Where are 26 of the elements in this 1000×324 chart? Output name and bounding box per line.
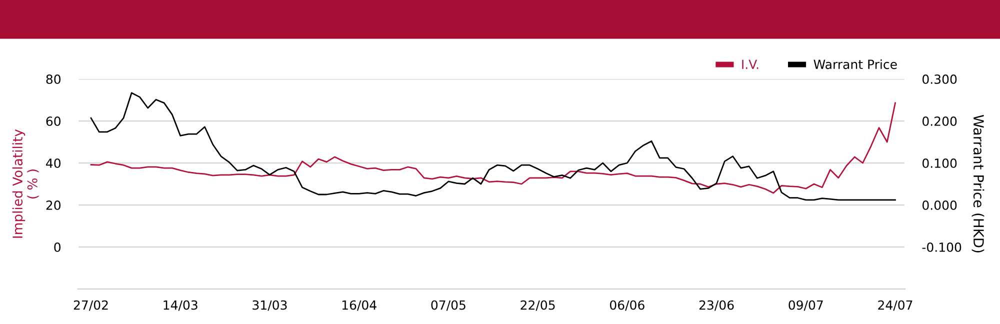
y2-tick-label: -0.100 — [922, 242, 962, 252]
y-tick-label: 40 — [46, 158, 61, 168]
y-tick-label: 80 — [46, 74, 61, 84]
y-tick-label: 60 — [46, 116, 61, 126]
legend-label: I.V. — [742, 60, 758, 69]
line-series — [90, 102, 896, 194]
y-axis-title: Implied Volatility ( % ) — [12, 129, 39, 238]
x-tick-label: 16/04 — [342, 300, 376, 311]
x-tick-label: 14/03 — [164, 300, 198, 311]
x-tick-label: 06/06 — [610, 300, 644, 311]
legend-label: Warrant Price — [814, 59, 897, 70]
y2-tick-label: 0.100 — [922, 158, 957, 168]
x-tick-label: 23/06 — [699, 300, 734, 311]
y-tick-label: 0 — [54, 242, 61, 252]
y2-tick-label: 0.300 — [922, 74, 957, 84]
y2-tick-label: 0.000 — [922, 200, 957, 210]
y2-axis-title: Warrant Price (HKD) — [972, 114, 984, 252]
x-tick-label: 31/03 — [252, 300, 287, 311]
y-tick-label: 20 — [46, 200, 61, 210]
x-tick-label: 24/07 — [878, 300, 912, 311]
x-tick-label: 09/07 — [788, 300, 823, 311]
x-tick-label: 07/05 — [431, 300, 466, 311]
x-tick-label: 22/05 — [520, 300, 555, 311]
line-series — [90, 92, 896, 201]
y2-tick-label: 0.200 — [922, 116, 957, 126]
x-tick-label: 27/02 — [74, 300, 108, 311]
